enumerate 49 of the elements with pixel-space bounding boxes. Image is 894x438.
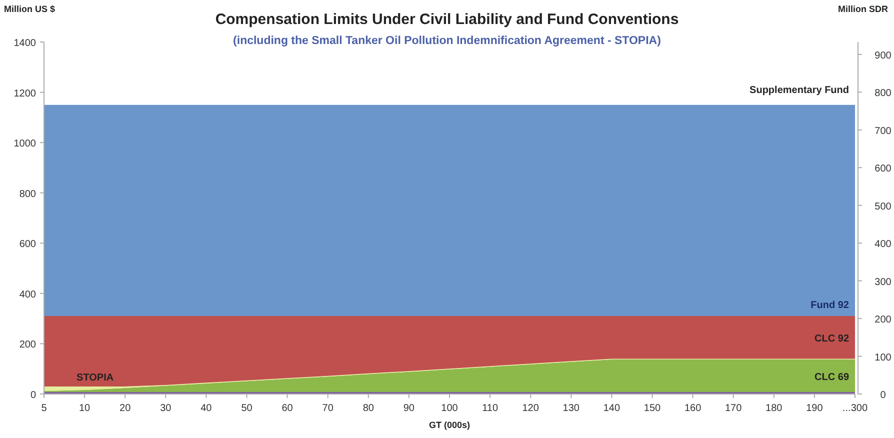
x-tick-label: 130	[562, 403, 580, 414]
x-tick-label: 110	[482, 403, 498, 414]
x-tick-label: 80	[362, 403, 374, 414]
y-tick-label: 1400	[14, 38, 36, 49]
y-tick-label: 800	[19, 188, 36, 200]
series-label: Supplementary Fund	[750, 84, 849, 96]
y-tick-label: 200	[19, 340, 36, 351]
annotation: Fund 92	[810, 300, 850, 312]
y-tick-label: 0	[30, 390, 36, 401]
x-tick-label: 20	[120, 403, 132, 414]
x-tick-label: 40	[200, 403, 212, 414]
x-tick-label: 30	[160, 403, 172, 414]
y2-tick-label: 100	[874, 352, 892, 364]
x-axis-title: GT (000s)	[428, 420, 470, 430]
x-tick-label: 100	[441, 403, 458, 414]
x-tick-label: 140	[603, 403, 620, 414]
x-tick-label: 5	[41, 403, 48, 414]
y2-tick-label: 500	[874, 201, 892, 212]
x-tick-label: 90	[403, 403, 415, 414]
y2-axis-title: Million SDR	[838, 4, 888, 14]
y-axis-title: Million US $	[4, 4, 56, 14]
x-tick-label: 150	[644, 403, 662, 414]
y-tick-label: 600	[19, 239, 36, 250]
chart-subtitle: (including the Small Tanker Oil Pollution Indemnification Agreement - STOPIA)	[233, 35, 662, 47]
x-tick-label: 190	[806, 403, 824, 414]
series-label: STOPIA	[76, 372, 114, 384]
y-tick-label: 400	[19, 289, 36, 300]
series-label: CLC 92	[814, 333, 850, 344]
y2-tick-label: 800	[874, 88, 892, 100]
x-tick-label: 120	[522, 403, 540, 414]
x-tick-label: 50	[241, 403, 253, 414]
y-tick-label: 1200	[14, 88, 36, 100]
y2-tick-label: 200	[874, 314, 892, 326]
x-tick-label: ...300	[842, 403, 868, 414]
x-tick-label: 170	[725, 403, 742, 414]
y-tick-label: 1000	[14, 138, 36, 150]
x-tick-label: 60	[282, 403, 294, 414]
series-label: CLC 69	[814, 372, 850, 383]
x-tick-label: 70	[322, 403, 334, 414]
y2-tick-label: 700	[874, 126, 892, 137]
y2-tick-label: 300	[874, 276, 892, 288]
y2-tick-label: 0	[880, 390, 886, 401]
x-tick-label: 180	[766, 403, 783, 414]
y2-tick-label: 900	[874, 50, 892, 62]
x-tick-label: 160	[684, 403, 702, 414]
y2-tick-label: 600	[874, 164, 892, 175]
chart-title: Compensation Limits Under Civil Liability and Fund Conventions	[215, 11, 679, 28]
x-tick-label: 10	[78, 403, 91, 414]
y2-tick-label: 400	[874, 239, 892, 250]
